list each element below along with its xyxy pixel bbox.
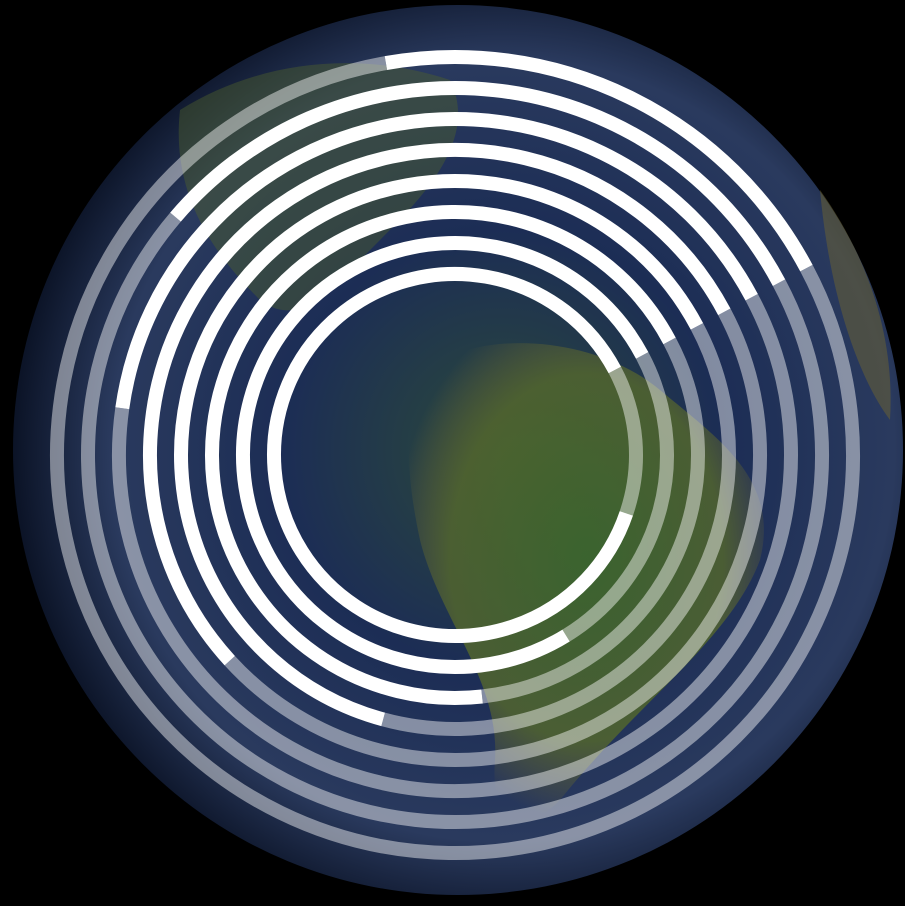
rings <box>50 50 860 860</box>
ring-bar <box>170 81 786 286</box>
ring-track <box>112 293 798 798</box>
ring-track <box>224 308 767 767</box>
ring-track <box>481 337 705 704</box>
ring-track <box>381 323 736 736</box>
ring-track <box>562 352 674 642</box>
ring-bar <box>205 205 676 705</box>
ring-bar <box>115 112 758 410</box>
continent <box>820 190 891 420</box>
ring-track <box>50 56 860 860</box>
ring-bar <box>174 174 704 727</box>
ring-bar <box>236 236 649 674</box>
ring-bar <box>267 267 633 643</box>
ring-bar <box>143 143 731 666</box>
ring-bar <box>384 50 813 272</box>
ring-track <box>608 366 643 516</box>
ring-track <box>81 212 829 829</box>
